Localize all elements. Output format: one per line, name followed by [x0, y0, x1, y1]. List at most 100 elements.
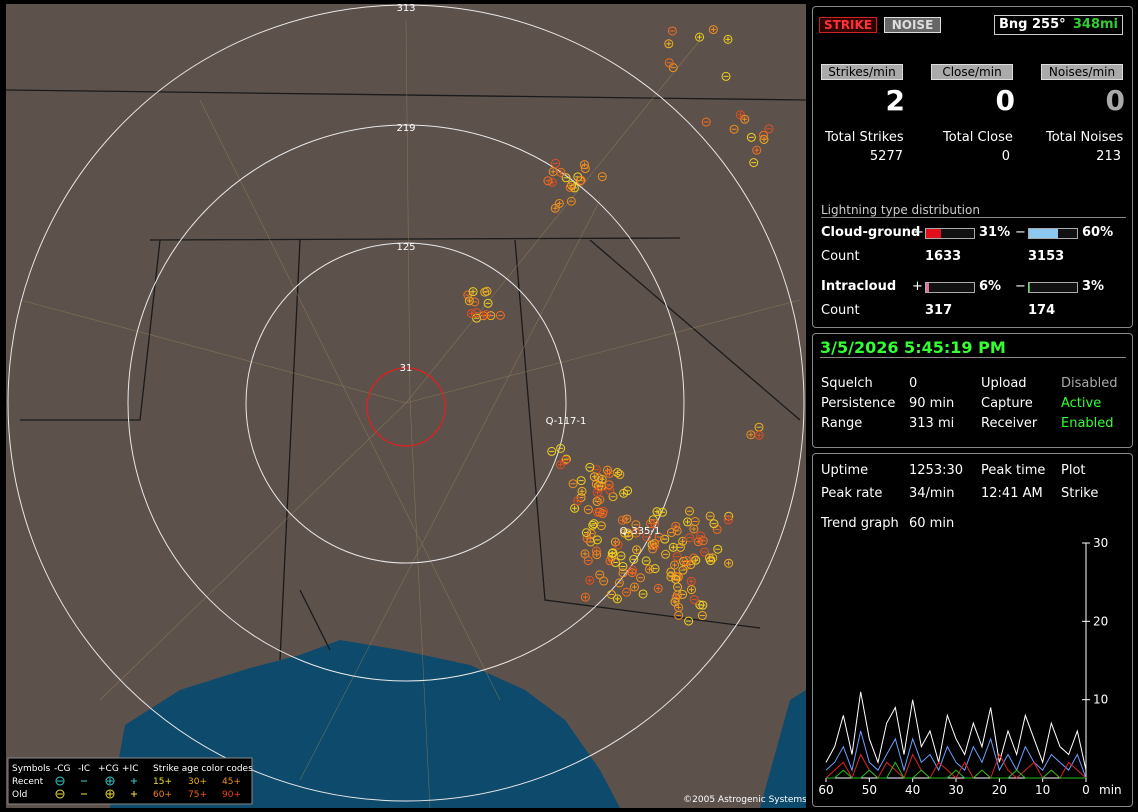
strike — [723, 515, 733, 525]
strike — [678, 536, 688, 546]
strike — [713, 544, 723, 554]
sign: − — [1015, 225, 1026, 240]
strike — [583, 505, 593, 515]
copyright: ©2005 Astrogenic Systems — [683, 795, 806, 805]
count-label: Count — [821, 303, 860, 318]
strike — [693, 537, 703, 547]
strike — [467, 308, 477, 318]
stat: 12:41 AM — [981, 486, 1043, 501]
strike — [608, 548, 618, 558]
strike-button[interactable]: STRIKE — [819, 17, 877, 33]
bearing: Bng 255° — [999, 17, 1066, 32]
strike — [464, 296, 474, 306]
ocean — [760, 690, 806, 808]
strike — [605, 485, 615, 495]
strike — [670, 560, 680, 570]
strike — [654, 532, 664, 542]
strike — [618, 568, 628, 578]
legend: Symbols -CG -IC +CG +IC Strike age color… — [7, 757, 253, 805]
strike — [697, 611, 707, 621]
strike — [565, 182, 575, 192]
strike — [616, 551, 626, 561]
strike — [615, 470, 625, 480]
strike — [627, 568, 637, 578]
setting: Active — [1061, 396, 1102, 411]
strike — [619, 488, 629, 498]
percent-label: 60% — [1082, 225, 1114, 240]
strike — [706, 556, 716, 566]
sign: + — [913, 225, 924, 240]
close-ring — [366, 367, 446, 447]
setting: Squelch — [821, 376, 873, 391]
stat: 1253:30 — [909, 463, 964, 478]
strike — [612, 594, 622, 604]
strike — [721, 71, 731, 81]
strike — [641, 556, 651, 566]
strike — [691, 555, 701, 565]
marker-label: Q-335-1 — [620, 526, 661, 537]
legend-text: 30+ — [188, 777, 207, 787]
count-value: 3153 — [1028, 249, 1065, 264]
strike — [752, 145, 762, 155]
strike — [566, 196, 576, 206]
strike — [759, 130, 769, 140]
setting: 313 mi — [909, 416, 955, 431]
rate-label[interactable]: Strikes/min — [821, 64, 903, 80]
strike — [606, 589, 616, 599]
ring-label: 313 — [396, 3, 415, 14]
strike — [617, 515, 627, 525]
strike — [698, 536, 708, 546]
stat: Plot — [1061, 463, 1086, 478]
ring — [7, 4, 805, 802]
strike — [480, 287, 490, 297]
strike — [483, 298, 493, 308]
strike — [585, 462, 595, 472]
stat: Peak rate — [821, 486, 883, 501]
percent-bar — [925, 228, 975, 239]
strike — [613, 540, 623, 550]
setting: Disabled — [1061, 376, 1118, 391]
strike — [666, 528, 676, 538]
strike — [585, 575, 595, 585]
strike — [588, 520, 598, 530]
sign: + — [912, 279, 923, 294]
strike — [700, 547, 710, 557]
noise-button[interactable]: NOISE — [884, 17, 941, 33]
strike — [605, 468, 615, 478]
setting: Receiver — [981, 416, 1038, 431]
strike — [468, 287, 478, 297]
setting: Enabled — [1061, 416, 1114, 431]
stat: 34/min — [909, 486, 955, 501]
strike — [589, 472, 599, 482]
rate-label[interactable]: Close/min — [931, 64, 1013, 80]
rate-value: 0 — [1105, 84, 1125, 117]
ring — [245, 242, 567, 564]
setting: Range — [821, 416, 863, 431]
strike — [705, 511, 715, 521]
total-label: Total Strikes — [825, 130, 904, 145]
ring — [127, 124, 685, 682]
strike — [597, 172, 607, 182]
strike — [740, 114, 750, 124]
strike — [729, 124, 739, 134]
strike — [749, 158, 759, 168]
setting: Capture — [981, 396, 1033, 411]
rate-value: 0 — [995, 84, 1015, 117]
strike — [580, 164, 590, 174]
total-value: 0 — [1001, 149, 1010, 164]
strike — [595, 507, 605, 517]
marker-label: Q-117-1 — [546, 416, 587, 427]
count-label: Count — [821, 249, 860, 264]
strike — [561, 454, 571, 464]
stat: 60 min — [909, 516, 955, 531]
ring-label: 219 — [396, 123, 415, 134]
rate-label[interactable]: Noises/min — [1041, 64, 1123, 80]
strike — [754, 430, 764, 440]
strike — [596, 521, 606, 531]
strike — [698, 600, 708, 610]
strike — [597, 474, 607, 484]
strike — [636, 573, 646, 583]
percent-fill — [1029, 283, 1031, 292]
strike — [556, 167, 566, 177]
